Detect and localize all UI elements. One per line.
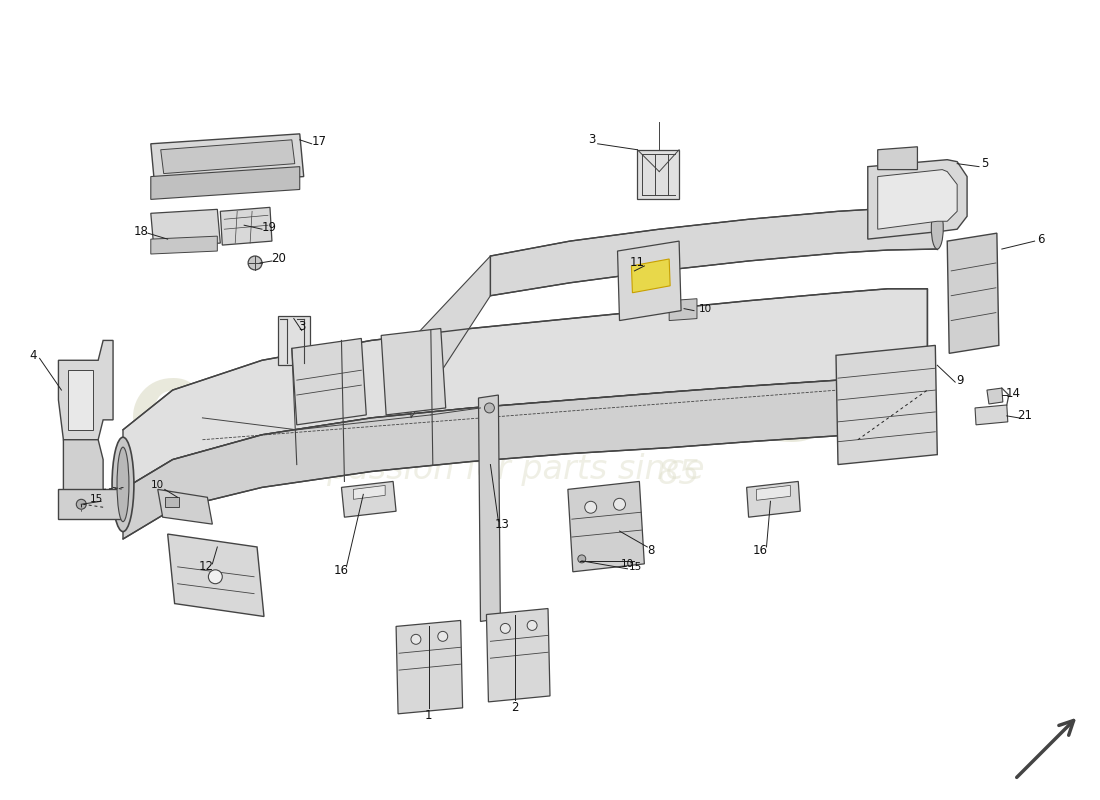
Text: 5: 5 [981, 157, 989, 170]
Text: eurospares: eurospares [129, 357, 832, 463]
Text: 18: 18 [133, 225, 148, 238]
Text: 3: 3 [298, 320, 306, 333]
Polygon shape [975, 405, 1008, 425]
Bar [165, 498, 178, 507]
Polygon shape [292, 338, 366, 425]
Polygon shape [382, 329, 446, 415]
Polygon shape [987, 388, 1003, 404]
Ellipse shape [585, 502, 596, 514]
Polygon shape [396, 621, 463, 714]
Text: 85: 85 [658, 458, 701, 491]
Ellipse shape [112, 438, 134, 531]
Polygon shape [491, 207, 937, 296]
Polygon shape [151, 236, 218, 254]
Polygon shape [669, 298, 697, 321]
Ellipse shape [932, 207, 944, 249]
Ellipse shape [249, 256, 262, 270]
Polygon shape [341, 482, 396, 517]
Polygon shape [64, 440, 103, 510]
Text: 10: 10 [698, 304, 712, 314]
Text: 10: 10 [151, 481, 164, 490]
Ellipse shape [76, 499, 86, 510]
Text: 15: 15 [629, 562, 642, 572]
Text: 8: 8 [648, 545, 654, 558]
Polygon shape [747, 482, 801, 517]
Polygon shape [220, 207, 272, 245]
Polygon shape [478, 395, 500, 622]
Polygon shape [167, 534, 264, 617]
Text: 21: 21 [1018, 410, 1032, 422]
Polygon shape [947, 233, 999, 354]
Text: 13: 13 [495, 518, 509, 530]
Text: 4: 4 [30, 349, 37, 362]
Text: 1: 1 [425, 710, 432, 722]
Polygon shape [617, 241, 681, 321]
Ellipse shape [578, 555, 585, 563]
Text: 12: 12 [199, 560, 213, 574]
Text: 11: 11 [630, 257, 645, 270]
Polygon shape [151, 166, 299, 199]
Ellipse shape [411, 634, 421, 644]
Ellipse shape [500, 623, 510, 634]
Polygon shape [151, 134, 304, 186]
Ellipse shape [438, 631, 448, 642]
Polygon shape [68, 370, 94, 430]
Text: a passion for parts since: a passion for parts since [296, 453, 705, 486]
Text: 19: 19 [262, 221, 276, 234]
Text: 9: 9 [956, 374, 964, 386]
Polygon shape [157, 490, 212, 524]
Text: 6: 6 [1037, 233, 1044, 246]
Polygon shape [411, 256, 491, 418]
Ellipse shape [208, 570, 222, 584]
Polygon shape [58, 490, 123, 519]
Text: 16: 16 [334, 564, 349, 578]
Text: 2: 2 [512, 702, 519, 714]
Ellipse shape [614, 498, 626, 510]
Polygon shape [486, 609, 550, 702]
Polygon shape [868, 160, 967, 239]
Polygon shape [58, 341, 113, 440]
Polygon shape [123, 289, 927, 490]
Ellipse shape [117, 447, 129, 522]
Ellipse shape [484, 403, 494, 413]
Polygon shape [123, 376, 927, 539]
Polygon shape [575, 553, 590, 567]
Text: 15: 15 [89, 494, 102, 504]
Polygon shape [836, 346, 937, 465]
Ellipse shape [527, 621, 537, 630]
Polygon shape [637, 150, 679, 199]
Polygon shape [878, 170, 957, 229]
Text: 16: 16 [754, 545, 768, 558]
Text: 10: 10 [620, 559, 634, 569]
Polygon shape [151, 210, 220, 247]
Polygon shape [878, 146, 917, 170]
Polygon shape [278, 315, 310, 366]
Text: 17: 17 [312, 135, 327, 148]
Polygon shape [631, 259, 670, 293]
Polygon shape [568, 482, 645, 572]
Polygon shape [161, 140, 295, 174]
Text: 3: 3 [588, 134, 595, 146]
Polygon shape [757, 486, 790, 500]
Polygon shape [353, 486, 385, 499]
Text: 20: 20 [272, 253, 286, 266]
Text: 14: 14 [1005, 386, 1021, 399]
